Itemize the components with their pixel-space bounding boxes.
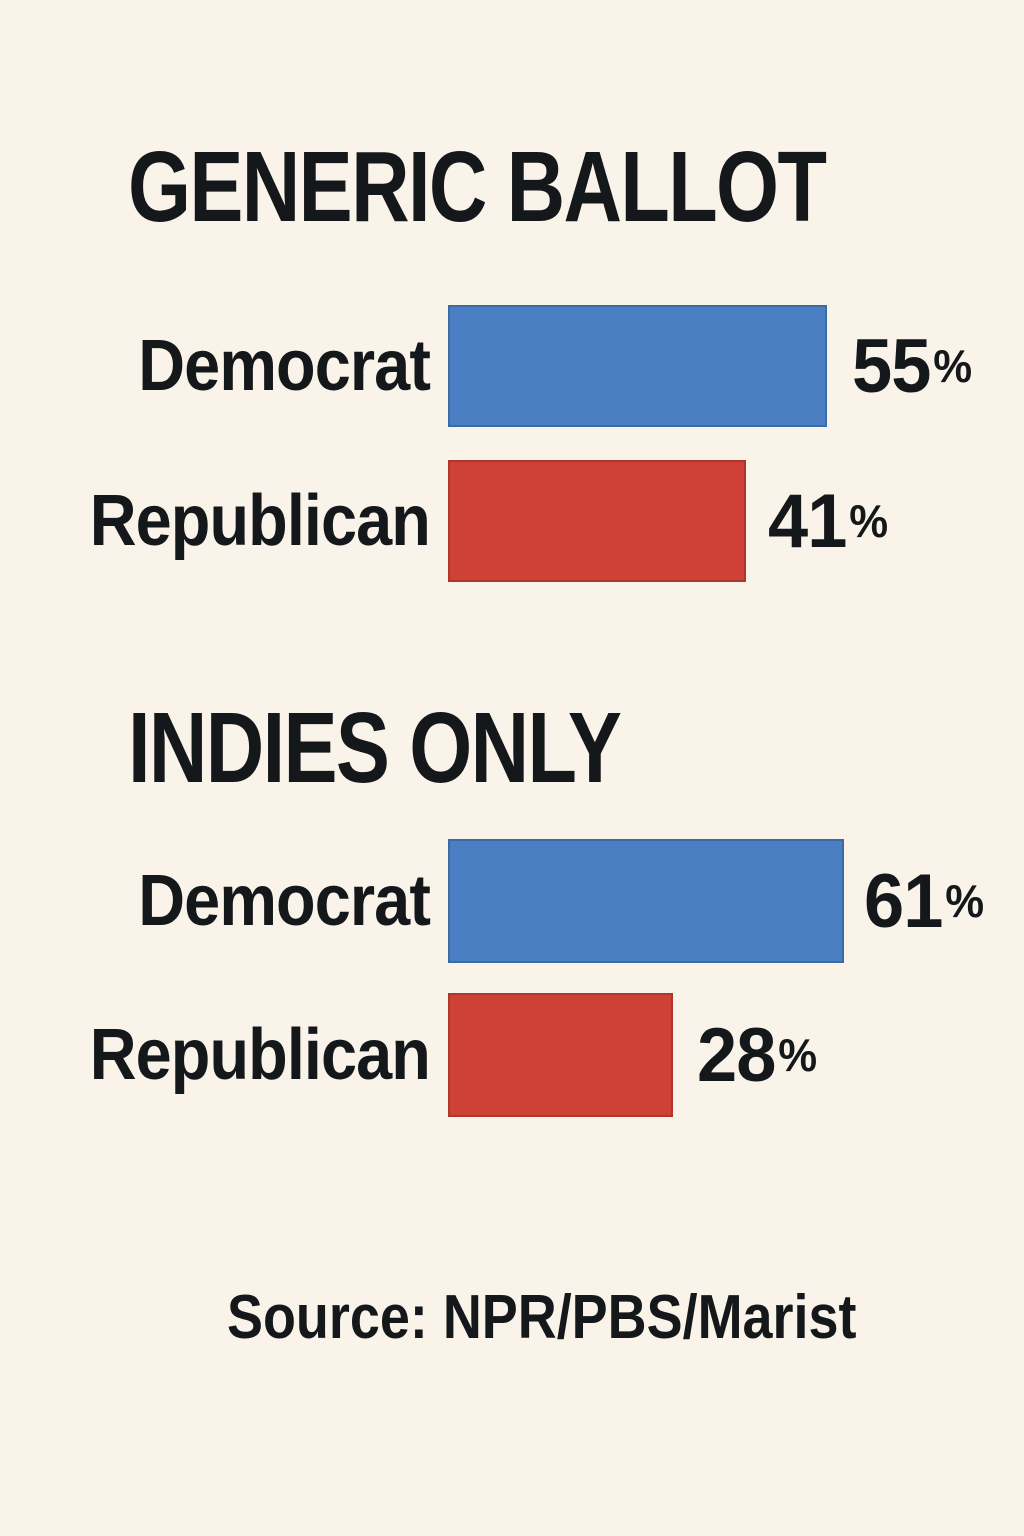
section-title-indies-only: INDIES ONLY	[128, 692, 622, 804]
bar-label-generic-republican: Republican	[89, 481, 431, 561]
source-attribution: Source: NPR/PBS/Marist	[227, 1283, 857, 1352]
bar-label-indies-republican: Republican	[89, 1015, 431, 1095]
percent-sign: %	[849, 495, 889, 547]
value-number: 28	[697, 1012, 776, 1098]
percent-sign: %	[778, 1029, 818, 1081]
bar-generic-republican	[448, 460, 746, 582]
bar-label-indies-democrat: Democrat	[138, 861, 431, 941]
section-title-generic-ballot: GENERIC BALLOT	[128, 131, 827, 243]
bar-value-generic-republican: 41%	[768, 460, 888, 582]
bar-value-generic-democrat: 55%	[852, 305, 972, 427]
bar-indies-republican	[448, 993, 673, 1117]
value-number: 55	[852, 323, 931, 409]
percent-sign: %	[933, 340, 973, 392]
bar-indies-democrat	[448, 839, 844, 963]
bar-label-generic-democrat: Democrat	[138, 326, 431, 406]
bar-value-indies-republican: 28%	[697, 993, 817, 1117]
value-number: 41	[768, 478, 847, 564]
percent-sign: %	[945, 875, 985, 927]
bar-generic-democrat	[448, 305, 827, 427]
bar-value-indies-democrat: 61%	[864, 839, 984, 963]
value-number: 61	[864, 858, 943, 944]
